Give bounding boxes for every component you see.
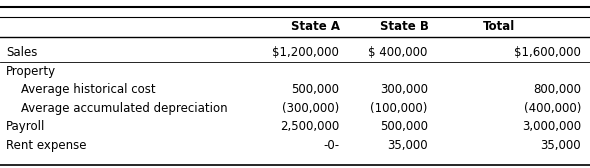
Text: 500,000: 500,000: [380, 120, 428, 133]
Text: Average accumulated depreciation: Average accumulated depreciation: [6, 102, 228, 115]
Text: $ 400,000: $ 400,000: [368, 46, 428, 59]
Text: $1,600,000: $1,600,000: [514, 46, 581, 59]
Text: -0-: -0-: [323, 139, 339, 152]
Text: $1,200,000: $1,200,000: [273, 46, 339, 59]
Text: State B: State B: [380, 20, 428, 33]
Text: 2,500,000: 2,500,000: [280, 120, 339, 133]
Text: (100,000): (100,000): [371, 102, 428, 115]
Text: Average historical cost: Average historical cost: [6, 83, 156, 96]
Text: 35,000: 35,000: [540, 139, 581, 152]
Text: 300,000: 300,000: [380, 83, 428, 96]
Text: 3,000,000: 3,000,000: [522, 120, 581, 133]
Text: Property: Property: [6, 65, 56, 78]
Text: 35,000: 35,000: [387, 139, 428, 152]
Text: State A: State A: [291, 20, 340, 33]
Text: 800,000: 800,000: [533, 83, 581, 96]
Text: Rent expense: Rent expense: [6, 139, 86, 152]
Text: (400,000): (400,000): [524, 102, 581, 115]
Text: Total: Total: [483, 20, 514, 33]
Text: Payroll: Payroll: [6, 120, 45, 133]
Text: (300,000): (300,000): [282, 102, 339, 115]
Text: 500,000: 500,000: [291, 83, 339, 96]
Text: Sales: Sales: [6, 46, 37, 59]
